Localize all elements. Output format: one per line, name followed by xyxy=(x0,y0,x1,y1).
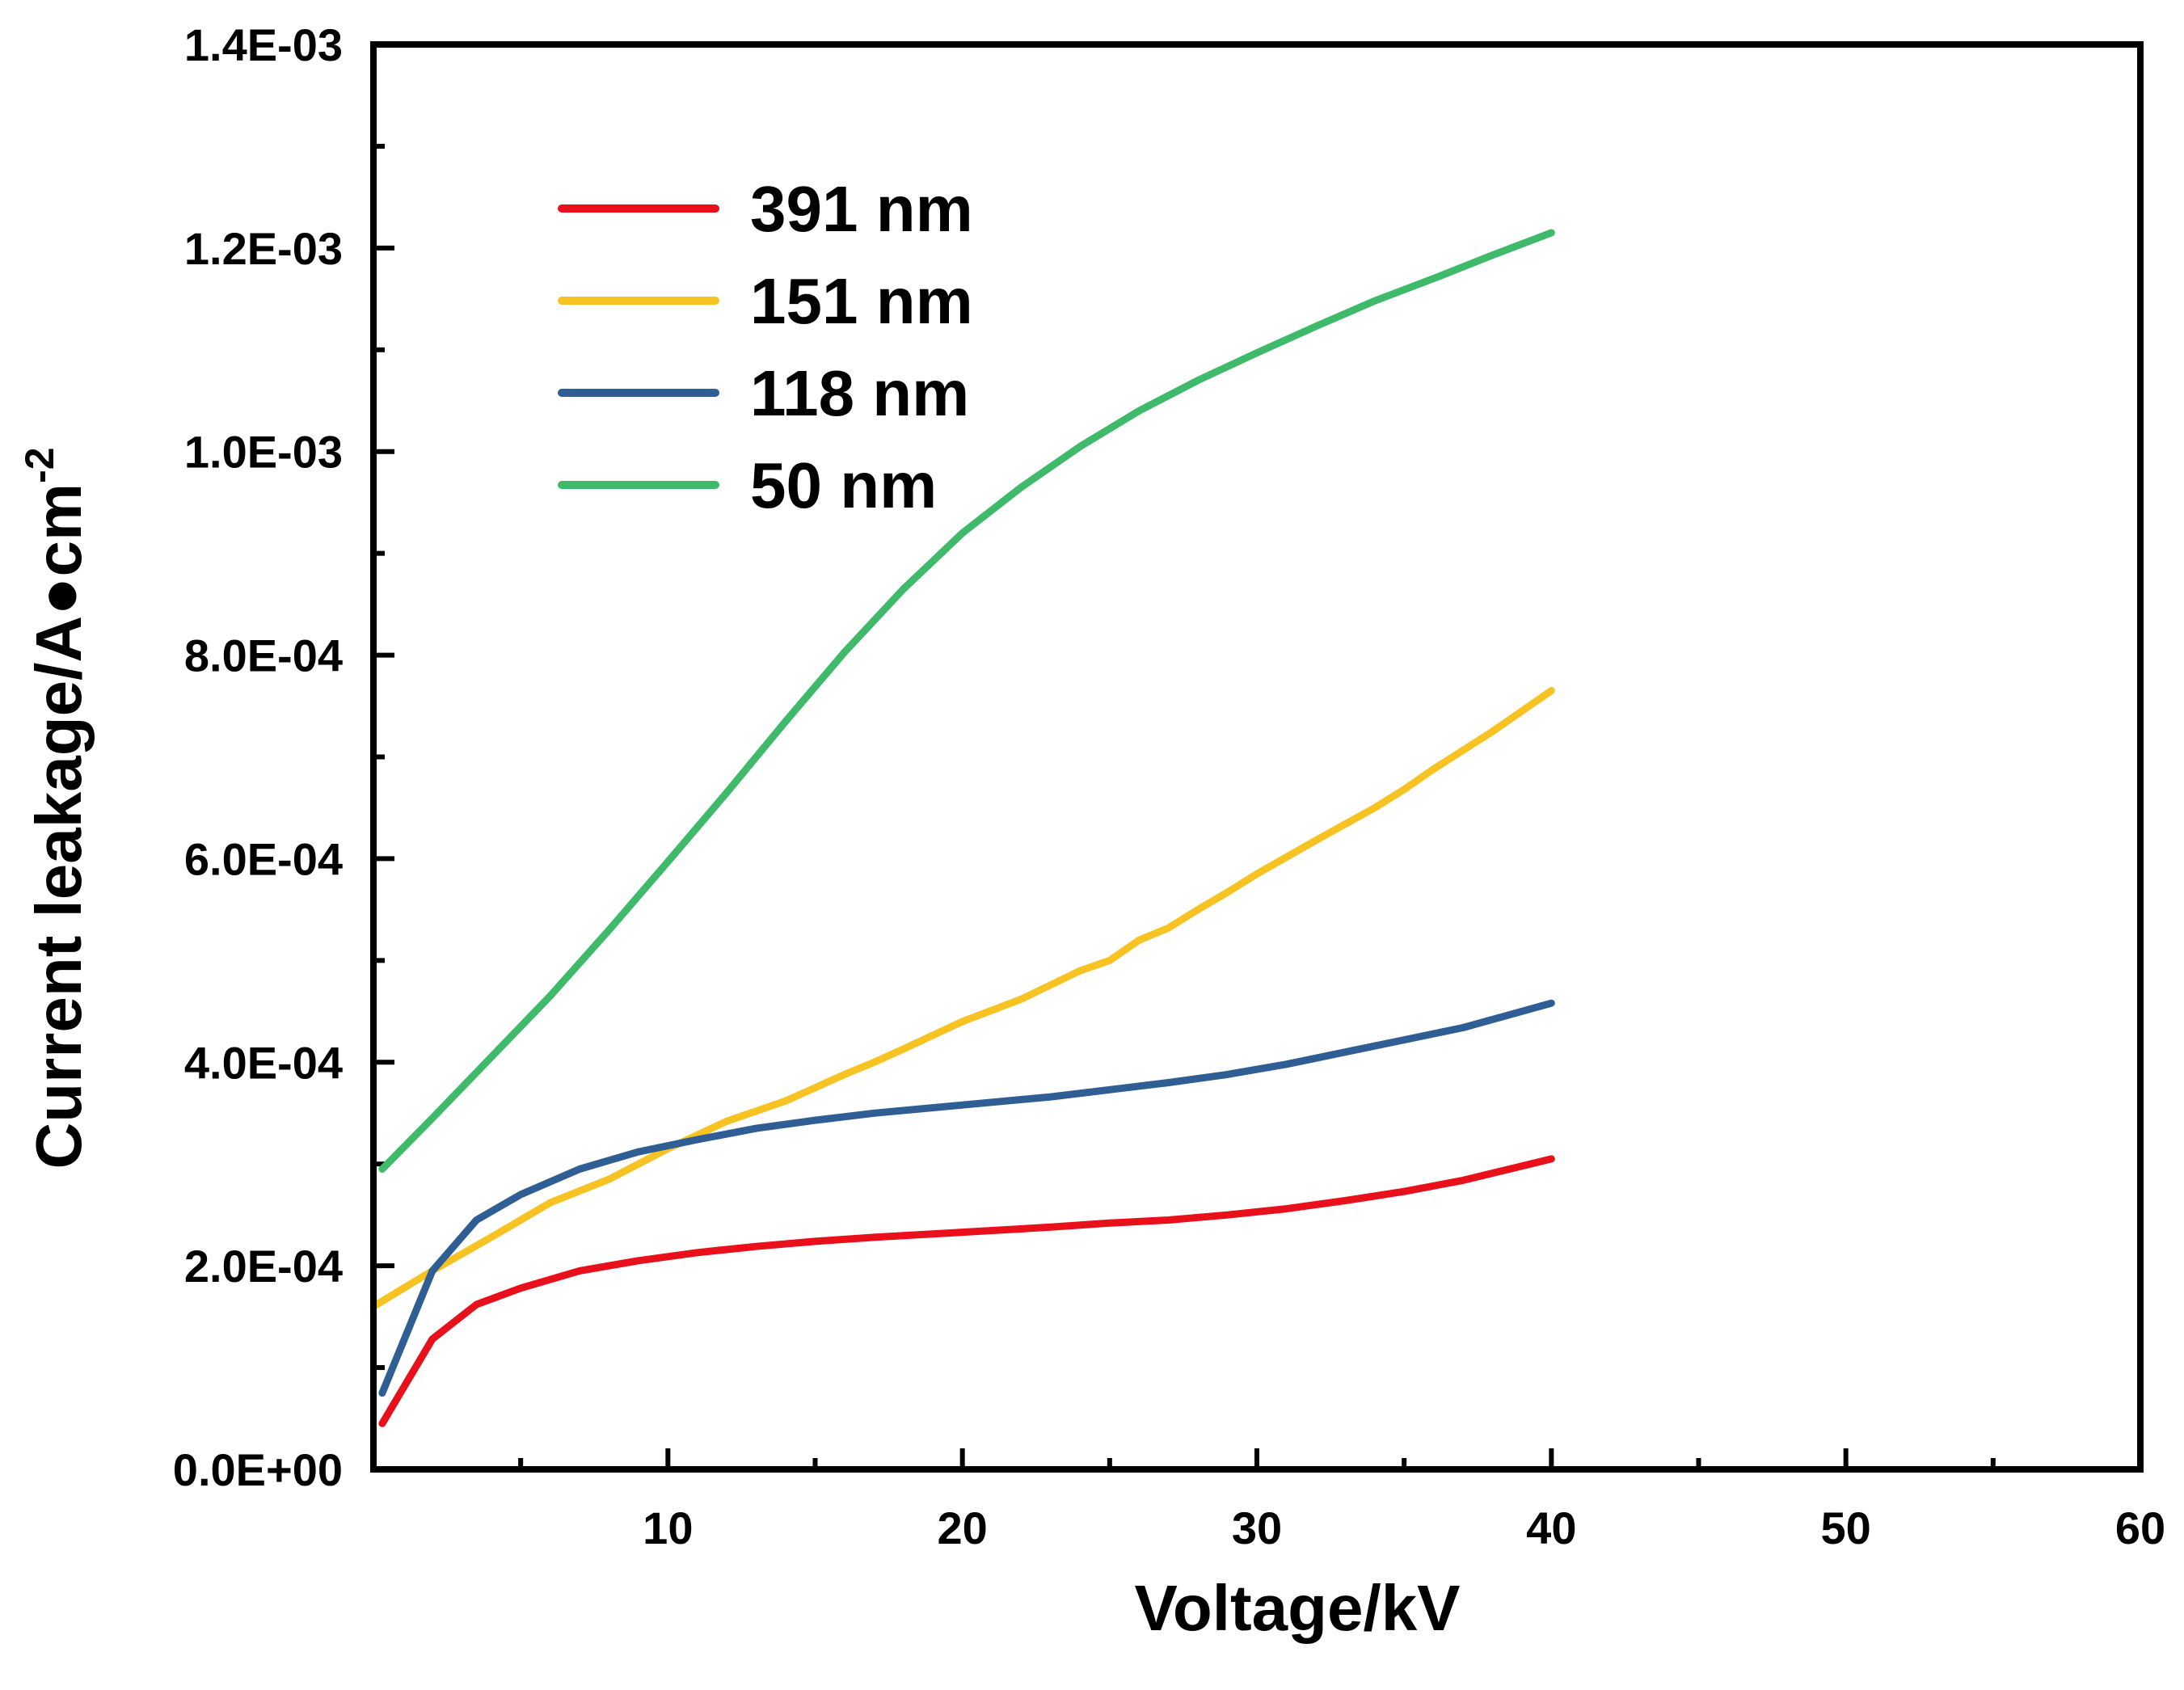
y-tick-label: 1.2E-03 xyxy=(184,223,343,274)
series-line-2 xyxy=(369,687,1555,1310)
x-tick-label: 30 xyxy=(1232,1502,1282,1553)
y-tick-label: 4.0E-04 xyxy=(184,1037,343,1088)
y-tick-label: 6.0E-04 xyxy=(184,833,343,884)
series-line-1 xyxy=(378,1155,1555,1427)
legend-label: 151 nm xyxy=(750,265,973,337)
legend-label: 391 nm xyxy=(750,173,973,245)
legend: 391 nm 151 nm 118 nm 50 nm xyxy=(558,173,973,521)
series-layer xyxy=(369,229,1555,1427)
y-tick-label: 2.0E-04 xyxy=(184,1241,343,1292)
x-tick-label: 10 xyxy=(643,1502,693,1553)
y-axis-title: Current leakage/A●cm-2 xyxy=(17,447,95,1169)
series-line-4 xyxy=(378,229,1555,1173)
x-axis-title: Voltage/kV xyxy=(1134,1572,1460,1644)
y-tick-label: 0.0E+00 xyxy=(173,1444,343,1495)
x-tick-label: 60 xyxy=(2115,1502,2165,1553)
series-line-3 xyxy=(378,999,1555,1397)
y-axis-title-superscript: -2 xyxy=(17,447,62,483)
y-axis-ticks: 0.0E+00 2.0E-04 4.0E-04 6.0E-04 8.0E-04 1.0E-… xyxy=(173,19,394,1495)
x-tick-label: 20 xyxy=(938,1502,988,1553)
x-tick-label: 50 xyxy=(1821,1502,1871,1553)
y-tick-label: 1.0E-03 xyxy=(184,427,343,478)
y-axis-title-main: Current leakage/A●cm xyxy=(23,483,95,1170)
plot-frame xyxy=(370,41,2144,1473)
legend-label: 50 nm xyxy=(750,449,937,521)
y-tick-label: 8.0E-04 xyxy=(184,630,343,681)
x-axis-ticks: 10 20 30 40 50 60 xyxy=(518,1448,2165,1553)
x-tick-label: 40 xyxy=(1526,1502,1576,1553)
legend-label: 118 nm xyxy=(750,357,969,429)
y-tick-label: 1.4E-03 xyxy=(184,19,343,70)
